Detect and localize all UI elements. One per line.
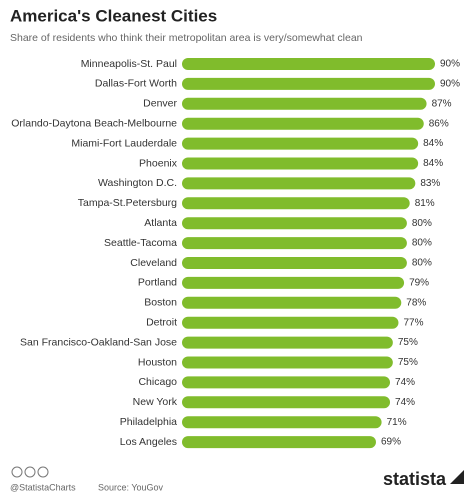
category-label: Los Angeles xyxy=(120,436,177,448)
category-label: New York xyxy=(133,396,178,408)
value-label: 79% xyxy=(409,278,429,289)
category-label: Seattle-Tacoma xyxy=(104,237,177,249)
bar xyxy=(182,197,410,210)
chart-subtitle: Share of residents who think their metro… xyxy=(10,32,363,44)
value-label: 87% xyxy=(432,98,452,109)
logo-icon xyxy=(450,470,464,484)
cc-icons xyxy=(11,466,49,478)
category-label: Boston xyxy=(144,297,177,309)
category-label: Chicago xyxy=(138,376,177,388)
bar xyxy=(182,137,419,150)
category-label: Phoenix xyxy=(139,157,178,169)
bar xyxy=(182,177,416,190)
value-label: 75% xyxy=(398,357,418,368)
value-label: 80% xyxy=(412,218,432,229)
footer-source: Source: YouGov xyxy=(98,482,164,492)
category-label: San Francisco-Oakland-San Jose xyxy=(20,336,177,348)
logo: statista xyxy=(383,469,447,489)
value-label: 71% xyxy=(387,417,407,428)
category-label: Denver xyxy=(143,98,177,110)
category-label: Minneapolis-St. Paul xyxy=(81,58,177,70)
bar xyxy=(182,416,382,429)
bar xyxy=(182,257,407,269)
value-label: 90% xyxy=(440,79,460,90)
value-label: 83% xyxy=(420,178,440,189)
bar xyxy=(182,237,407,250)
value-label: 78% xyxy=(406,297,426,308)
bar xyxy=(182,58,435,70)
category-label: Dallas-Fort Worth xyxy=(95,78,177,90)
category-label: Houston xyxy=(138,356,177,368)
value-label: 81% xyxy=(415,198,435,209)
bar xyxy=(182,376,391,389)
value-label: 86% xyxy=(429,118,449,129)
category-label: Washington D.C. xyxy=(98,177,177,189)
chart-title: America's Cleanest Cities xyxy=(10,6,217,25)
value-label: 74% xyxy=(395,397,415,408)
value-label: 84% xyxy=(423,138,443,149)
bar xyxy=(182,97,427,110)
category-label: Tampa-St.Petersburg xyxy=(78,197,177,209)
bar xyxy=(182,117,424,130)
bar xyxy=(182,356,393,369)
bar xyxy=(182,316,399,329)
value-label: 69% xyxy=(381,437,401,448)
category-label: Portland xyxy=(138,277,177,289)
value-label: 77% xyxy=(403,317,423,328)
category-label: Detroit xyxy=(146,316,177,328)
bar xyxy=(182,77,435,90)
bar xyxy=(182,336,393,349)
category-label: Cleveland xyxy=(130,257,177,269)
value-label: 74% xyxy=(395,377,415,388)
category-label: Atlanta xyxy=(144,217,177,229)
bar xyxy=(182,157,419,170)
category-label: Miami-Fort Lauderdale xyxy=(71,137,177,149)
category-label: Philadelphia xyxy=(120,416,177,428)
bar xyxy=(182,436,376,449)
value-label: 90% xyxy=(440,59,460,70)
bar xyxy=(182,276,405,289)
footer-handle: @StatistaCharts xyxy=(10,482,76,492)
bar xyxy=(182,296,402,309)
category-label: Orlando-Daytona Beach-Melbourne xyxy=(11,117,177,129)
value-label: 80% xyxy=(412,238,432,249)
value-label: 84% xyxy=(423,158,443,169)
bar xyxy=(182,396,391,409)
value-label: 80% xyxy=(412,258,432,269)
bar xyxy=(182,217,407,230)
value-label: 75% xyxy=(398,337,418,348)
